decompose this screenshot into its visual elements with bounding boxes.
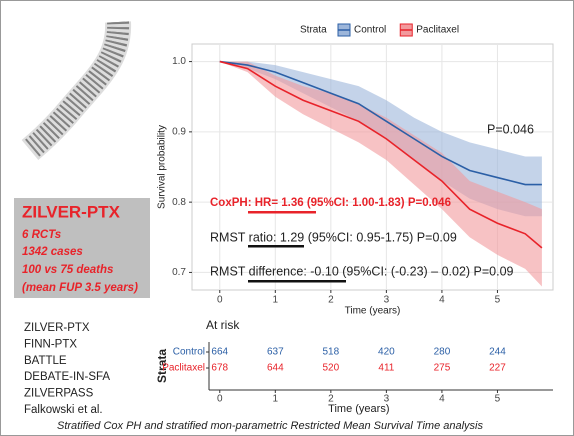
trial-name: FINN-PTX — [24, 338, 77, 350]
box-line: 6 RCTs — [22, 229, 61, 241]
risk-count: 678 — [211, 363, 228, 374]
x-tick-label: 5 — [495, 295, 501, 306]
survival-line — [219, 60, 542, 186]
legend-label: Paclitaxel — [416, 25, 459, 36]
annotation-underline — [248, 280, 346, 283]
x-axis-label: Time (years) — [345, 306, 401, 317]
trial-name: ZILVERPASS — [24, 388, 94, 400]
legend-title: Strata — [300, 25, 327, 36]
risk-count: 518 — [323, 347, 340, 358]
risk-count: 637 — [267, 347, 284, 358]
x-tick-label: 4 — [439, 295, 445, 306]
risk-x-tick-label: 3 — [384, 394, 390, 405]
risk-x-tick-label: 2 — [328, 394, 334, 405]
risk-count: 280 — [434, 347, 451, 358]
y-axis-label: Survival probability — [157, 125, 168, 209]
risk-count: 520 — [323, 363, 340, 374]
x-tick-label: 0 — [217, 295, 223, 306]
risk-row-label: Paclitaxel — [162, 363, 205, 374]
y-tick-label: 0.7 — [172, 267, 186, 278]
survival-line — [219, 60, 543, 249]
risk-ylabel: Strata — [155, 349, 169, 383]
annotation: RMST ratio: 1.29 (95%CI: 0.95-1.75) P=0.… — [210, 230, 457, 244]
risk-count: 664 — [211, 347, 228, 358]
y-tick-label: 0.8 — [172, 197, 186, 208]
x-tick-label: 2 — [328, 295, 334, 306]
trial-name: BATTLE — [24, 355, 67, 367]
annotation: CoxPH: HR= 1.36 (95%CI: 1.00-1.83) P=0.0… — [210, 197, 451, 209]
annotation: RMST difference: -0.10 (95%CI: (-0.23) –… — [210, 264, 514, 278]
box-line: 1342 cases — [22, 246, 83, 258]
risk-count: 275 — [434, 363, 451, 374]
risk-x-tick-label: 5 — [495, 394, 501, 405]
risk-row-label: Control — [173, 347, 205, 358]
risk-count: 227 — [489, 363, 506, 374]
footer: Stratified Cox PH and stratified mon-par… — [57, 420, 484, 432]
stent-image — [21, 21, 132, 160]
risk-x-label: Time (years) — [328, 403, 389, 415]
box-line: 100 vs 75 deaths — [22, 264, 113, 276]
box-title: ZILVER-PTX — [22, 202, 121, 221]
risk-x-tick-label: 4 — [439, 394, 445, 405]
risk-x-tick-label: 0 — [217, 394, 223, 405]
annotation-underline — [248, 245, 304, 248]
risk-count: 411 — [378, 363, 394, 374]
trial-name: Falkowski et al. — [24, 404, 103, 416]
trial-name: DEBATE-IN-SFA — [24, 371, 110, 383]
risk-count: 644 — [267, 363, 284, 374]
annotation-underline — [248, 211, 316, 214]
risk-count: 244 — [489, 347, 506, 358]
trial-name: ZILVER-PTX — [24, 322, 90, 334]
annotation: P=0.046 — [487, 122, 534, 136]
x-tick-label: 3 — [384, 295, 390, 306]
summary-box — [14, 198, 150, 298]
risk-count: 420 — [378, 347, 395, 358]
box-line: (mean FUP 3.5 years) — [22, 282, 138, 294]
x-tick-label: 1 — [273, 295, 279, 306]
risk-title: At risk — [206, 318, 240, 332]
legend-label: Control — [354, 25, 386, 36]
risk-x-tick-label: 1 — [273, 394, 279, 405]
y-tick-label: 1.0 — [172, 56, 186, 67]
y-tick-label: 0.9 — [172, 126, 186, 137]
